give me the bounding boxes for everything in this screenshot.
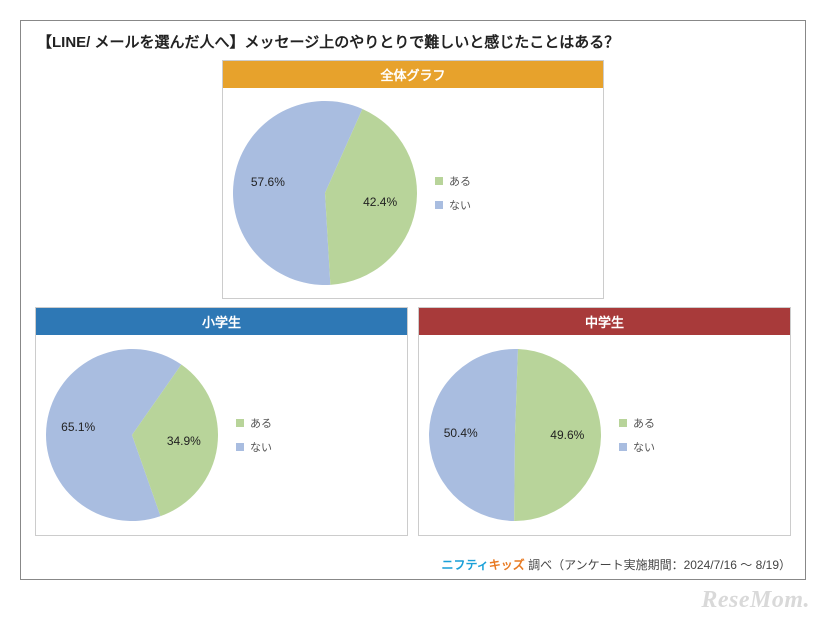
pct-label-no: 57.6% [251, 175, 285, 189]
legend-item-no: ない [236, 439, 272, 455]
panel-middle-header: 中学生 [419, 308, 790, 335]
pie-overall: 42.4% 57.6% [233, 101, 417, 285]
footer-brand-b: キッズ [489, 558, 525, 572]
panel-middle: 中学生 49.6% 50.4% ある ない [418, 307, 791, 536]
top-row: 全体グラフ 42.4% 57.6% ある ない [35, 60, 791, 299]
legend-item-yes: ある [435, 173, 471, 189]
watermark-text: ReseMom [701, 587, 803, 613]
legend-label-no: ない [250, 439, 272, 455]
legend-label-no: ない [633, 439, 655, 455]
pct-label-no: 50.4% [444, 426, 478, 440]
footer-brand-a: ニフティ [441, 558, 488, 572]
panel-elementary: 小学生 34.9% 65.1% ある ない [35, 307, 408, 536]
swatch-yes [435, 177, 443, 185]
swatch-yes [619, 419, 627, 427]
legend-label-yes: ある [633, 415, 655, 431]
footer-rest: 調べ（アンケート実施期間：2024/7/16 ～ 8/19） [525, 558, 791, 572]
legend-label-yes: ある [250, 415, 272, 431]
watermark-dot: . [804, 587, 811, 613]
panel-overall: 全体グラフ 42.4% 57.6% ある ない [222, 60, 604, 299]
panel-elementary-body: 34.9% 65.1% ある ない [36, 335, 407, 535]
swatch-yes [236, 419, 244, 427]
legend-label-yes: ある [449, 173, 471, 189]
legend-item-yes: ある [619, 415, 655, 431]
pie-elementary: 34.9% 65.1% [46, 349, 218, 521]
pct-label-no: 65.1% [61, 420, 95, 434]
watermark: ReseMom. [701, 587, 810, 614]
legend-overall: ある ない [435, 165, 471, 221]
pie-middle: 49.6% 50.4% [429, 349, 601, 521]
panel-elementary-header: 小学生 [36, 308, 407, 335]
legend-elementary: ある ない [236, 407, 272, 463]
panel-middle-body: 49.6% 50.4% ある ない [419, 335, 790, 535]
pct-label-yes: 34.9% [167, 434, 201, 448]
legend-middle: ある ない [619, 407, 655, 463]
legend-item-no: ない [435, 197, 471, 213]
swatch-no [619, 443, 627, 451]
bottom-row: 小学生 34.9%65.1% ある ない 中学生 49.6%50.4 [35, 307, 791, 536]
pct-label-yes: 49.6% [550, 428, 584, 442]
legend-item-yes: ある [236, 415, 272, 431]
panel-overall-header: 全体グラフ [223, 61, 603, 88]
page-title: 【LINE/ メールを選んだ人へ】メッセージ上のやりとりで難しいと感じたことはあ… [35, 31, 791, 52]
pct-label-yes: 42.4% [363, 195, 397, 209]
swatch-no [236, 443, 244, 451]
outer-frame: 【LINE/ メールを選んだ人へ】メッセージ上のやりとりで難しいと感じたことはあ… [20, 20, 806, 580]
legend-item-no: ない [619, 439, 655, 455]
footer-credit: ニフティキッズ 調べ（アンケート実施期間：2024/7/16 ～ 8/19） [441, 556, 791, 573]
swatch-no [435, 201, 443, 209]
panel-overall-body: 42.4% 57.6% ある ない [223, 88, 603, 298]
legend-label-no: ない [449, 197, 471, 213]
